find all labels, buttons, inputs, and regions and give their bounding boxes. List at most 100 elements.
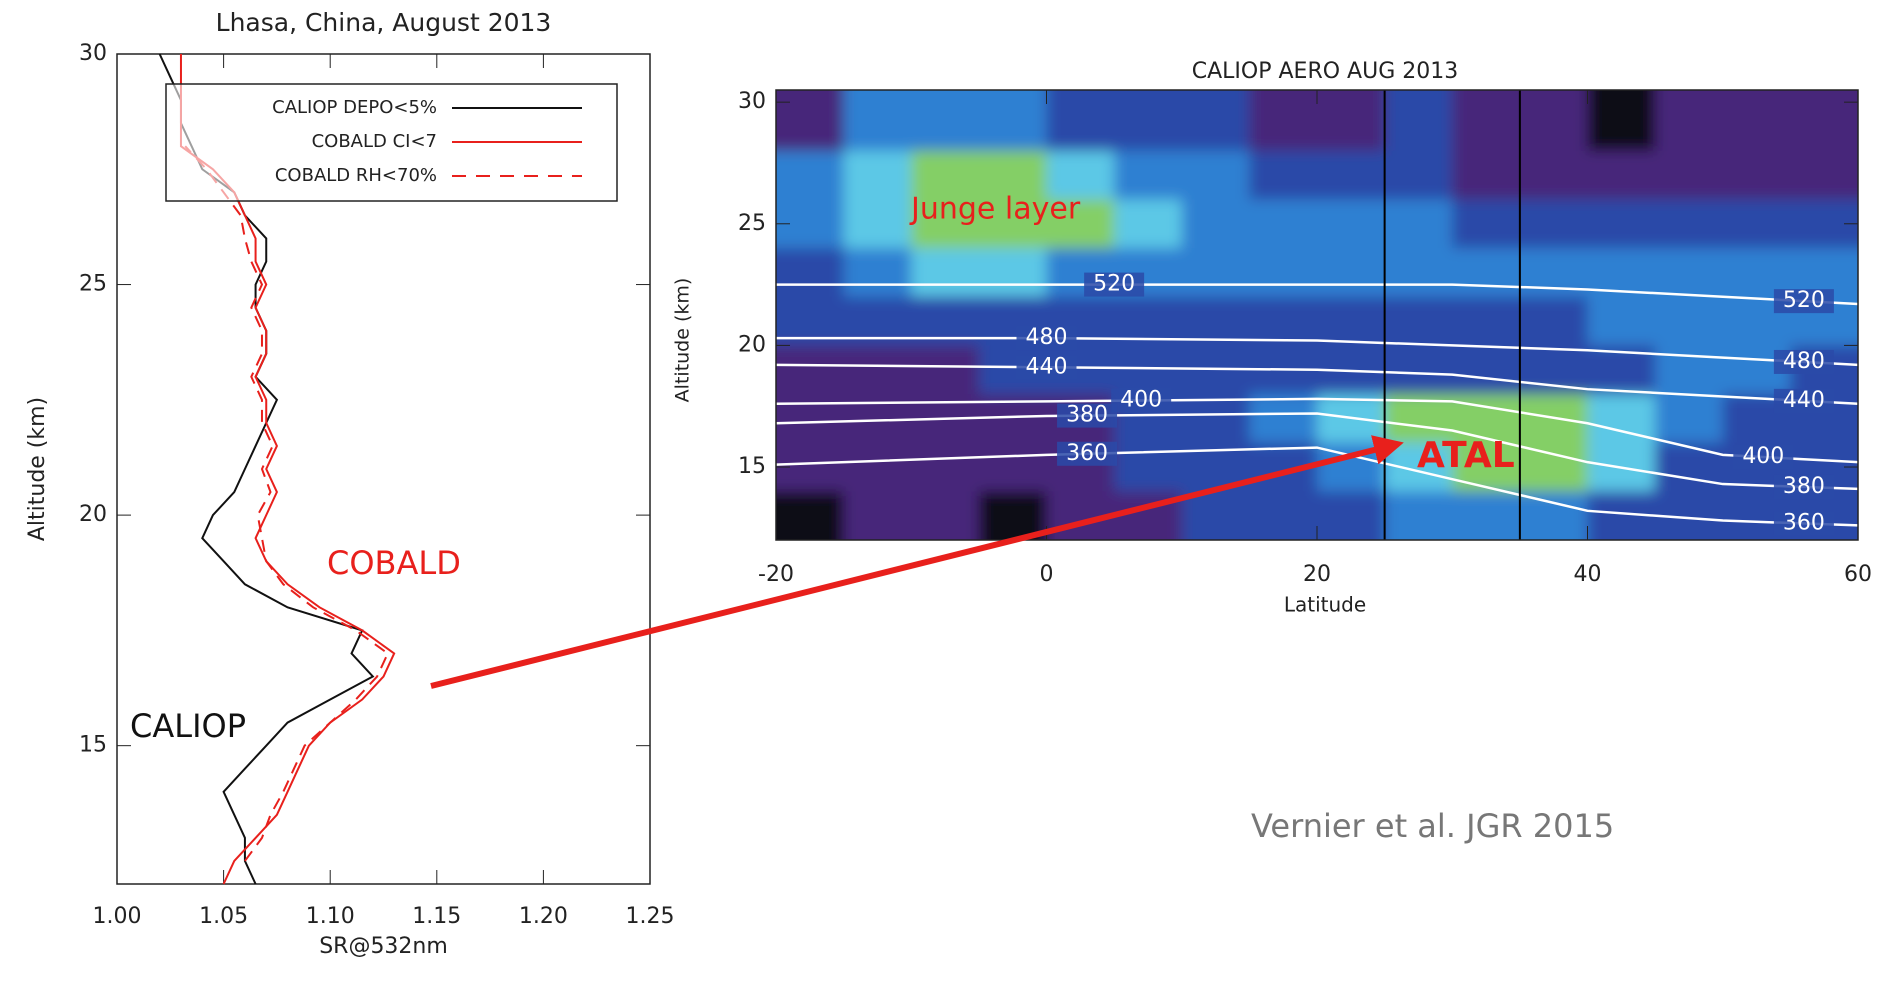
- heatmap-cell: [843, 345, 913, 396]
- heatmap-cell: [1452, 90, 1521, 152]
- annotation: CALIOP: [130, 707, 246, 745]
- contour-label: 360: [1066, 441, 1108, 466]
- heatmap-cell: [1181, 491, 1251, 540]
- heatmap-cell: [1114, 199, 1183, 250]
- heatmap-cell: [978, 491, 1048, 540]
- heatmap-cell: [776, 345, 845, 396]
- heatmap-cell: [911, 150, 980, 201]
- heatmap-cell: [1181, 394, 1251, 444]
- heatmap-cell: [1114, 345, 1183, 396]
- contour-label: 400: [1742, 444, 1784, 469]
- heatmap-cell: [776, 442, 845, 493]
- annotation: ATAL: [1417, 435, 1515, 476]
- heatmap-cell: [1452, 150, 1521, 201]
- x-tick-label: 1.15: [412, 904, 461, 929]
- contour-line: [775, 397, 1859, 464]
- heatmap-cell: [1384, 296, 1454, 347]
- heatmap-cell: [776, 150, 845, 201]
- heatmap-cell: [911, 248, 980, 298]
- heatmap-cell: [1114, 442, 1183, 493]
- contour-label-bg: [1773, 474, 1834, 499]
- heatmap-cell: [1519, 442, 1589, 493]
- heatmap-cell: [1452, 199, 1521, 250]
- heatmap-cell: [1384, 150, 1454, 201]
- heatmap-cell: [1046, 90, 1116, 152]
- contour-label: 360: [1783, 510, 1825, 535]
- chart-title: Lhasa, China, August 2013: [216, 8, 552, 37]
- heatmap-cell: [1587, 199, 1657, 250]
- x-tick-label: 20: [1303, 562, 1331, 587]
- heatmap-cell: [1722, 199, 1792, 250]
- contour-label-bg: [1111, 388, 1172, 413]
- heatmap-cells: [776, 90, 1858, 540]
- profile-line: [184, 145, 390, 862]
- heatmap-cell: [1722, 150, 1792, 201]
- heatmap-cell: [1114, 90, 1183, 152]
- heatmap-cell: [1249, 199, 1318, 250]
- contour-label-bg: [1773, 511, 1834, 536]
- x-tick-label: 1.00: [93, 904, 142, 929]
- y-tick-label: 30: [738, 89, 766, 114]
- heatmap-cell: [776, 394, 845, 444]
- y-axis-label: Altitude (km): [25, 397, 50, 541]
- heatmap-cell: [1587, 296, 1657, 347]
- heatmap-cell: [1790, 90, 1858, 152]
- x-tick-label: 1.20: [519, 904, 568, 929]
- heatmap-cell: [1722, 90, 1792, 152]
- heatmap-cell: [978, 248, 1048, 298]
- heatmap-cell: [1046, 199, 1116, 250]
- contour-label: 480: [1026, 325, 1068, 350]
- heatmap-cell: [978, 442, 1048, 493]
- heatmap-cell: [978, 199, 1048, 250]
- contour-label: 480: [1783, 349, 1825, 374]
- heatmap-cell: [1317, 248, 1386, 298]
- heatmap: [776, 90, 1858, 540]
- heatmap-cell: [1452, 248, 1521, 298]
- plot-frame: [116, 53, 651, 885]
- heatmap-cell: [1384, 491, 1454, 540]
- y-tick-label: 15: [79, 733, 107, 758]
- contour-label: 520: [1093, 272, 1135, 297]
- heatmap-cell: [1790, 199, 1858, 250]
- heatmap-cell: [1519, 491, 1589, 540]
- heatmap-cell: [1249, 150, 1318, 201]
- chart-title: CALIOP AERO AUG 2013: [1192, 59, 1458, 84]
- contour-label-bg: [1773, 388, 1834, 413]
- x-tick-label: 1.25: [626, 904, 675, 929]
- heatmap-cell: [1384, 248, 1454, 298]
- heatmap-cell: [843, 491, 913, 540]
- heatmap-cell: [1655, 442, 1724, 493]
- x-tick-label: 60: [1844, 562, 1872, 587]
- heatmap-cell: [1046, 150, 1116, 201]
- legend-label: CALIOP DEPO<5%: [272, 97, 437, 118]
- heatmap-cell: [1181, 248, 1251, 298]
- heatmap-cell: [1181, 199, 1251, 250]
- heatmap-cell: [776, 491, 845, 540]
- chart-layer: 1.00 1.05 1.10 1.15 1.20 1.25 15 20 25 30 Lhasa, C…: [25, 8, 1872, 959]
- y-tick-label: 20: [79, 502, 107, 527]
- heatmap-cell: [1249, 90, 1318, 152]
- heatmap-cell: [843, 442, 913, 493]
- arrow: [430, 435, 1404, 689]
- contour-label: 440: [1026, 354, 1068, 379]
- heatmap-cell: [1587, 90, 1657, 152]
- contour-label-bg: [1733, 445, 1794, 470]
- contour-label: 400: [1120, 388, 1162, 413]
- heatmap-cell: [1317, 296, 1386, 347]
- heatmap-cell: [1519, 150, 1589, 201]
- heatmap-cell: [1452, 345, 1521, 396]
- contour-line: [775, 446, 1859, 527]
- heatmap-cell: [1655, 345, 1724, 396]
- heatmap-cell: [1181, 90, 1251, 152]
- heatmap-cell: [1587, 150, 1657, 201]
- x-tick-label: 1.05: [199, 904, 248, 929]
- heatmap-cell: [1181, 150, 1251, 201]
- contour-label-bg: [1773, 289, 1834, 314]
- heatmap-cell: [911, 491, 980, 540]
- heatmap-cell: [1317, 491, 1386, 540]
- heatmap-cell: [1655, 491, 1724, 540]
- heatmap-cell: [776, 199, 845, 250]
- contour-label-bg: [1057, 441, 1118, 466]
- heatmap-cell: [1790, 150, 1858, 201]
- contour-label-bg: [1016, 326, 1077, 351]
